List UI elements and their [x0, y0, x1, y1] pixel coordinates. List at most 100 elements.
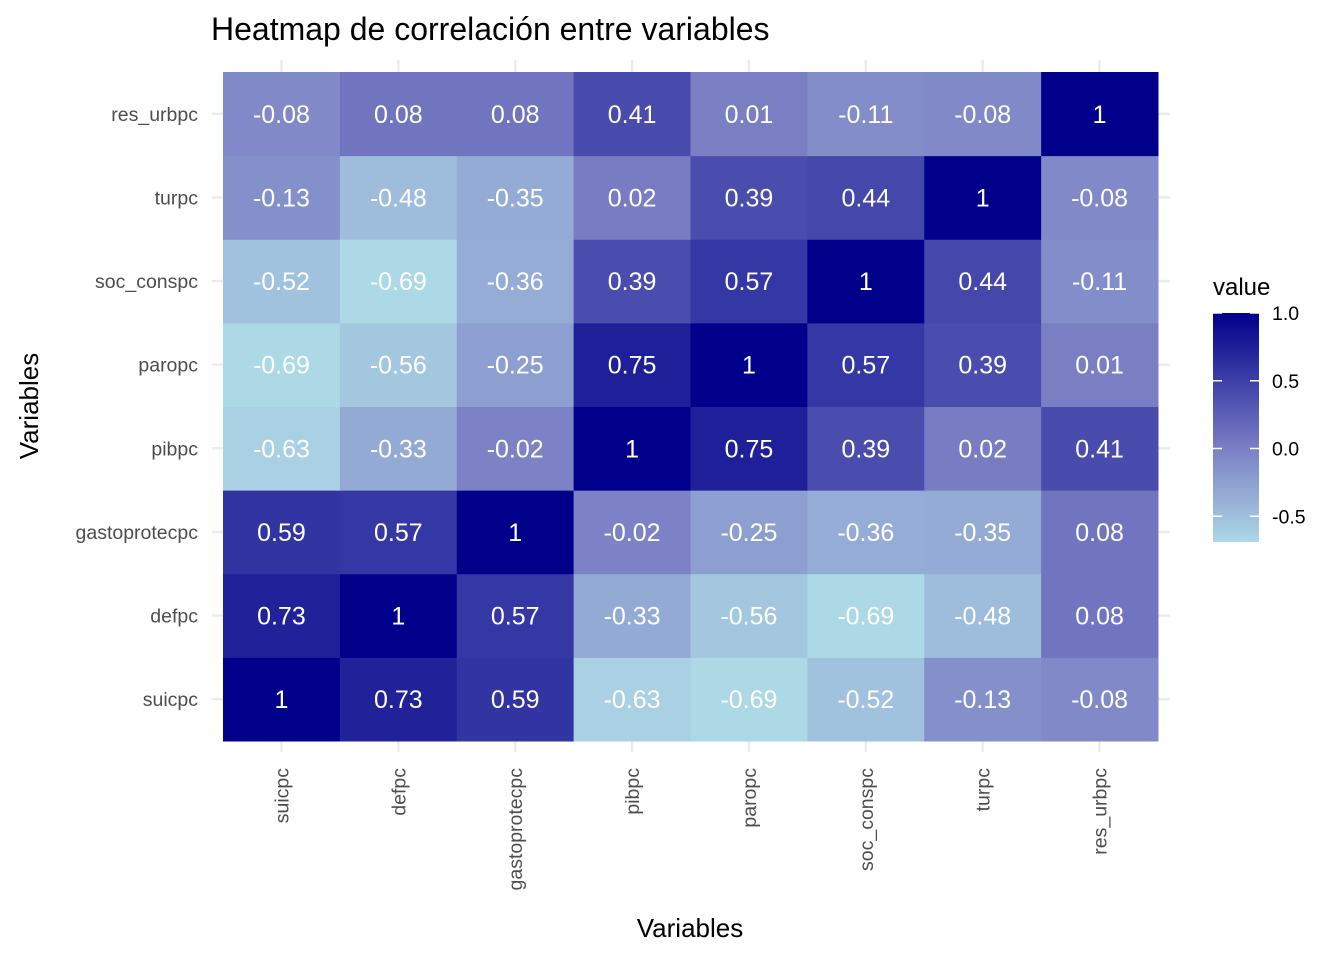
heatmap-cell: [223, 72, 341, 157]
heatmap-cell: [1041, 573, 1159, 658]
cell-value-label: 0.02: [958, 435, 1007, 463]
cell-value-label: 0.57: [374, 519, 423, 547]
y-axis-ticks: suicpc defpc gastoprotecpc pibpc paropc soc_c…: [76, 104, 199, 711]
y-tick-label: gastoprotecpc: [76, 522, 199, 544]
cell-value-label: -0.11: [838, 101, 893, 129]
heatmap-cell: [690, 657, 808, 742]
legend-colorbar: [1213, 313, 1259, 542]
x-tick-label: gastoprotecpc: [505, 768, 527, 891]
heatmap-cell: [573, 239, 691, 324]
y-tick-label: suicpc: [143, 689, 199, 711]
cell-value-label: -0.02: [487, 435, 544, 463]
x-tick-label: paropc: [739, 768, 761, 828]
cell-value-label: 0.41: [608, 101, 657, 129]
cell-labels: 1 0.73 0.59 -0.63 -0.69 -0.52 -0.13 -0.08 0.73 1 0…: [253, 101, 1128, 714]
heatmap-cell: [1041, 406, 1159, 491]
cell-value-label: -0.13: [954, 686, 1011, 714]
heatmap-cell: [223, 155, 341, 240]
cell-value-label: -0.69: [253, 352, 310, 380]
heatmap-cell: [924, 239, 1042, 324]
heatmap-cell: [339, 72, 458, 157]
heatmap-cell: [690, 239, 808, 324]
heatmap-cell: [573, 72, 691, 157]
cell-value-label: 0.02: [608, 184, 657, 212]
heatmap-cell: [339, 322, 458, 407]
heatmap-cell: [573, 657, 691, 742]
cell-value-label: 1: [274, 686, 288, 714]
heatmap-cell: [924, 406, 1042, 491]
heatmap-cell: [1041, 239, 1159, 324]
heatmap-cell: [690, 322, 808, 407]
heatmap-cell: [573, 573, 691, 658]
x-tick-label: pibpc: [622, 768, 644, 815]
cell-value-label: -0.25: [487, 352, 544, 380]
heatmap-cell: [456, 490, 575, 575]
cell-value-label: 1: [976, 184, 990, 212]
cell-value-label: -0.63: [253, 435, 310, 463]
color-legend: value 1.0 0.5 0.0 -0.5: [1213, 274, 1306, 542]
heatmap-cell: [924, 490, 1042, 575]
x-axis-title: Variables: [637, 913, 743, 943]
heatmap-cell: [339, 657, 458, 742]
cell-value-label: 0.59: [491, 686, 540, 714]
x-tick-label: defpc: [388, 768, 410, 816]
cell-value-label: -0.48: [954, 603, 1011, 631]
chart-title: Heatmap de correlación entre variables: [211, 11, 770, 47]
cell-value-label: -0.69: [720, 686, 777, 714]
cell-value-label: 1: [742, 352, 756, 380]
heatmap-cell: [690, 490, 808, 575]
heatmap-cell: [456, 573, 575, 658]
cell-value-label: 1: [508, 519, 522, 547]
cell-value-label: -0.69: [837, 603, 894, 631]
cell-value-label: -0.33: [370, 435, 427, 463]
heatmap-cell: [807, 490, 925, 575]
heatmap-cell: [456, 155, 575, 240]
heatmap-cell: [456, 657, 575, 742]
heatmap-cell: [807, 406, 925, 491]
x-tick-label: turpc: [973, 768, 995, 812]
legend-title: value: [1213, 274, 1270, 301]
heatmap-cell: [223, 490, 341, 575]
heatmap-cell: [1041, 155, 1159, 240]
heatmap-cell: [339, 573, 458, 658]
y-tick-label: turpc: [155, 187, 199, 209]
cell-value-label: 0.59: [257, 519, 306, 547]
cell-value-label: -0.08: [954, 101, 1011, 129]
heatmap-cell: [1041, 72, 1159, 157]
heatmap-cell: [807, 72, 925, 157]
cell-value-label: -0.08: [253, 101, 310, 129]
cell-value-label: 0.01: [725, 101, 774, 129]
x-axis-ticks: suicpc defpc gastoprotecpc pibpc paropc soc_c…: [271, 768, 1111, 891]
heatmap-cell: [456, 239, 575, 324]
x-tick-label: soc_conspc: [856, 768, 878, 871]
heatmap-cell: [339, 239, 458, 324]
heatmap-cell: [456, 406, 575, 491]
heatmap-cell: [223, 406, 341, 491]
cell-value-label: 0.39: [725, 184, 774, 212]
cell-value-label: 0.73: [257, 603, 306, 631]
heatmap-cell: [807, 239, 925, 324]
heatmap-cells: [223, 72, 1159, 742]
cell-value-label: 1: [625, 435, 639, 463]
cell-value-label: -0.33: [604, 603, 661, 631]
heatmap-cell: [456, 72, 575, 157]
cell-value-label: -0.11: [1072, 268, 1127, 296]
cell-value-label: -0.52: [253, 268, 310, 296]
heatmap-cell: [223, 322, 341, 407]
heatmap-cell: [223, 239, 341, 324]
heatmap-cell: [339, 406, 458, 491]
heatmap-cell: [573, 155, 691, 240]
legend-tick-label: 1.0: [1272, 303, 1299, 325]
heatmap-cell: [807, 322, 925, 407]
cell-value-label: 0.08: [491, 101, 540, 129]
cell-value-label: 0.57: [841, 352, 890, 380]
y-tick-label: res_urbpc: [111, 104, 198, 126]
cell-value-label: -0.56: [370, 352, 427, 380]
cell-value-label: -0.52: [837, 686, 894, 714]
cell-value-label: -0.69: [370, 268, 427, 296]
cell-value-label: 1: [1093, 101, 1107, 129]
heatmap-cell: [339, 490, 458, 575]
cell-value-label: 0.57: [725, 268, 774, 296]
cell-value-label: -0.48: [370, 184, 427, 212]
